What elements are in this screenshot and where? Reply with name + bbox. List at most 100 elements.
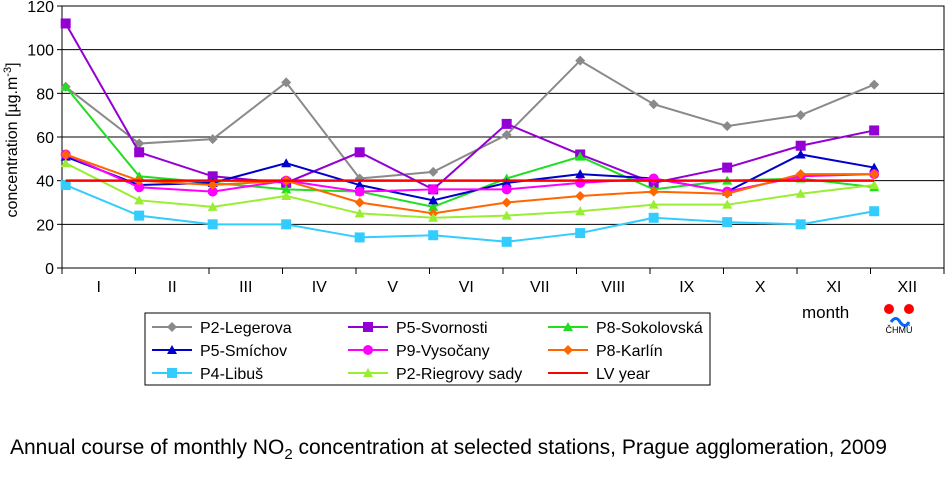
data-point [281,190,292,200]
data-point [60,81,71,91]
data-point [428,184,439,195]
data-point [354,197,365,208]
data-point [281,219,292,230]
logo-text: ČHMÚ [886,325,913,335]
caption-suffix: concentration at selected stations, Prag… [292,436,887,459]
data-point [134,210,145,221]
data-point [869,79,880,90]
data-point [207,180,218,191]
legend-marker [563,322,573,331]
x-tick-label: V [387,279,398,296]
data-point [281,77,292,88]
data-point [648,173,659,184]
data-point [648,99,659,110]
data-point [207,219,218,230]
data-point [134,147,145,158]
data-point [648,199,659,209]
data-point [648,186,659,197]
data-point [501,177,512,187]
data-point [428,230,439,241]
legend: P2-Legerova P5-Svornosti P8-Sokolovská P5-S… [144,312,711,386]
series-line [65,153,875,193]
legend-item: P4-Libuš [152,366,263,383]
data-point [575,206,586,216]
x-tick-label: III [239,279,252,296]
data-point [575,55,586,66]
data-point [428,212,439,222]
data-point [795,188,806,198]
x-tick-label: XII [897,279,917,296]
data-point [354,147,365,158]
data-point [501,129,512,140]
x-axis-ticks: I II III IV V VI VII VIII IX X XI XII [61,268,945,296]
series-layer [60,18,880,247]
legend-item: P9-Vysočany [348,343,490,360]
series-line [65,153,875,202]
data-point [60,149,71,160]
data-point [575,169,586,179]
series-p4-libu [60,180,880,247]
x-tick-label: VII [530,279,550,296]
data-point [575,177,586,188]
series-line [65,162,875,219]
data-point [207,171,218,182]
data-point [501,118,512,129]
legend-label: P4-Libuš [200,366,263,383]
data-point [134,195,145,205]
data-point [134,182,145,193]
data-point [869,169,880,180]
legend-label: P9-Vysočany [396,343,490,360]
legend-item: P8-Sokolovská [548,320,703,337]
legend-marker [167,368,177,378]
data-point [501,197,512,208]
series-p2-riegrovy-sady [60,158,880,222]
data-point [795,219,806,230]
data-point [207,186,218,197]
x-tick-label: IV [312,279,327,296]
legend-item: P8-Karlín [548,343,663,360]
legend-item: P2-Legerova [152,320,292,337]
y-tick-label: 60 [36,130,54,147]
x-tick-label: VI [459,279,474,296]
data-point [575,228,586,239]
legend-item: P2-Riegrovy sady [348,366,522,383]
data-point [354,186,365,197]
data-point [795,169,806,180]
logo-wave [889,317,911,327]
series-line [65,184,875,243]
legend-marker [563,345,573,355]
x-tick-label: II [168,279,177,296]
chmu-logo: ČHMÚ [884,304,914,335]
chart-caption: Annual course of monthly NO2 concentrati… [10,434,910,469]
data-point [281,158,292,168]
series-line [65,59,875,180]
y-tick-label: 120 [27,0,54,16]
x-tick-label: X [755,279,766,296]
y-tick-label: 40 [36,174,54,191]
data-point [354,232,365,243]
data-point [501,210,512,220]
data-point [869,125,880,136]
data-point [795,110,806,121]
y-axis-ticks: 0 20 40 60 80 100 120 [27,0,62,278]
data-point [60,180,71,191]
data-point [354,208,365,218]
data-point [428,201,439,211]
legend-marker [167,345,177,354]
data-point [722,162,733,173]
legend-label: P8-Karlín [596,343,663,360]
data-point [428,166,439,177]
data-point [869,180,880,190]
data-point [60,18,71,29]
x-tick-label: IX [679,279,694,296]
data-point [575,190,586,201]
legend-item: P5-Svornosti [348,320,488,337]
legend-label: P2-Legerova [200,320,292,337]
data-point [428,195,439,205]
legend-label: P5-Smíchov [200,343,287,360]
legend-label: LV year [596,366,651,383]
legend-marker [167,322,177,332]
data-point [869,162,880,172]
